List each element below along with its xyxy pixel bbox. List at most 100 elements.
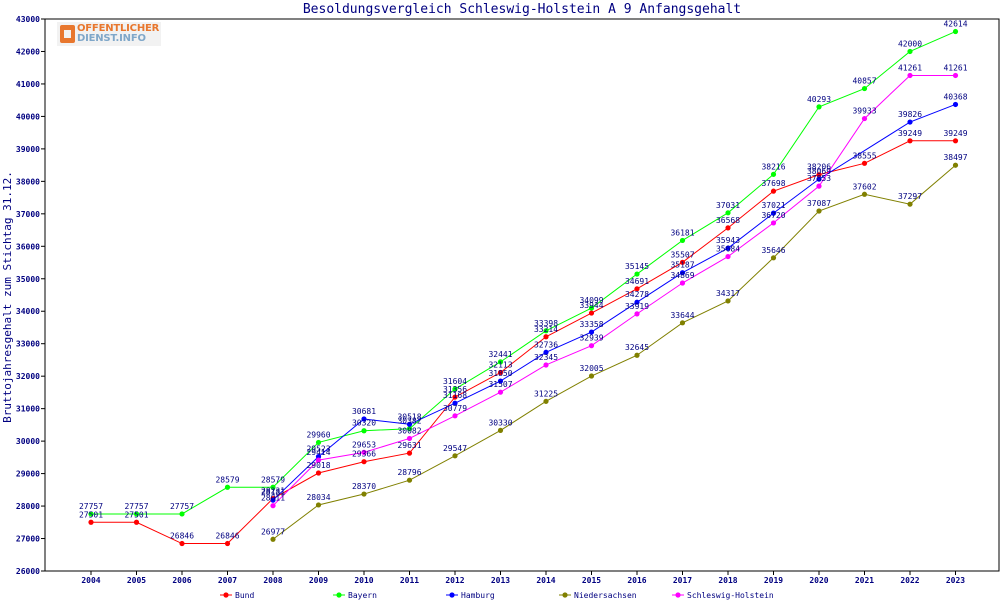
legend-label-bund: Bund (235, 591, 254, 600)
point-niedersachsen (634, 352, 640, 358)
data-label-hamburg: 32736 (534, 340, 558, 349)
data-label-hamburg: 31850 (488, 369, 512, 378)
point-niedersachsen (452, 453, 458, 459)
point-bayern (634, 271, 640, 277)
point-hamburg (406, 421, 413, 427)
point-bayern (543, 328, 549, 334)
point-bund (725, 225, 731, 231)
legend-marker-schleswig-holstein (675, 592, 681, 598)
data-label-niedersachsen: 30330 (488, 418, 512, 427)
y-tick-label: 28000 (16, 502, 40, 511)
point-hamburg (725, 245, 731, 251)
data-label-hamburg: 31168 (443, 391, 467, 400)
point-bund (816, 172, 822, 178)
point-niedersachsen (588, 373, 595, 379)
point-bayern (315, 439, 322, 446)
data-label-bayern: 38216 (761, 162, 785, 171)
point-niedersachsen (679, 320, 686, 326)
data-label-schleswig-holstein: 37853 (807, 174, 831, 183)
point-niedersachsen (861, 191, 868, 197)
point-bayern (861, 85, 868, 92)
point-niedersachsen (907, 201, 913, 207)
x-tick-label: 2014 (536, 576, 555, 585)
point-bund (133, 519, 140, 525)
data-label-hamburg: 34278 (625, 290, 649, 299)
data-label-schleswig-holstein: 30779 (443, 404, 467, 413)
point-niedersachsen (497, 427, 504, 434)
point-hamburg (679, 270, 686, 276)
data-label-hamburg: 33358 (579, 320, 603, 329)
point-schleswig-holstein (270, 503, 276, 509)
data-label-niedersachsen: 37087 (807, 199, 831, 208)
data-label-niedersachsen: 38497 (943, 153, 967, 162)
point-bayern (179, 511, 185, 517)
plot-frame (44, 18, 1000, 572)
data-label-bayern: 28579 (215, 475, 239, 484)
data-label-bund: 29631 (397, 441, 421, 450)
data-label-niedersachsen: 28034 (306, 493, 330, 502)
point-bayern (679, 237, 686, 244)
data-label-niedersachsen: 29547 (443, 444, 467, 453)
point-niedersachsen (816, 208, 822, 214)
point-schleswig-holstein (588, 343, 595, 349)
point-niedersachsen (952, 162, 959, 168)
data-label-bund: 27501 (79, 510, 103, 519)
point-bayern (770, 171, 777, 177)
logo-line-2: DIENST.INFO (77, 33, 146, 44)
point-hamburg (543, 349, 549, 355)
point-schleswig-holstein (315, 457, 322, 463)
data-label-hamburg: 37021 (761, 201, 785, 210)
point-hamburg (361, 416, 367, 422)
data-label-bayern: 37031 (716, 201, 740, 210)
data-label-bund: 26846 (215, 532, 239, 541)
x-tick-label: 2019 (764, 576, 783, 585)
data-label-bund: 29018 (306, 461, 330, 470)
point-hamburg (270, 497, 276, 503)
chart-title: Besoldungsvergleich Schleswig-Holstein A… (303, 2, 741, 17)
data-label-bund: 39249 (943, 129, 967, 138)
point-bund (179, 540, 185, 547)
data-label-hamburg: 35187 (670, 261, 694, 270)
point-hamburg (952, 101, 959, 108)
data-label-niedersachsen: 32005 (579, 364, 603, 373)
data-label-schleswig-holstein: 41261 (943, 63, 967, 72)
data-label-bund: 38555 (852, 151, 876, 160)
data-label-niedersachsen: 37297 (898, 192, 922, 201)
data-label-bund: 38206 (807, 163, 831, 172)
data-label-hamburg: 28181 (261, 488, 285, 497)
data-label-bayern: 31604 (443, 377, 467, 386)
point-bayern (133, 511, 140, 517)
data-label-schleswig-holstein: 39933 (852, 107, 876, 116)
data-label-niedersachsen: 37602 (852, 182, 876, 191)
x-tick-label: 2011 (400, 576, 419, 585)
x-tick-label: 2018 (718, 576, 737, 585)
point-bayern (88, 511, 94, 517)
data-label-niedersachsen: 33644 (670, 311, 694, 320)
data-label-bayern: 36181 (670, 228, 694, 237)
data-label-bayern: 27757 (79, 502, 103, 511)
point-bayern (588, 305, 595, 311)
point-bund (952, 138, 959, 144)
point-bayern (497, 359, 504, 365)
x-tick-label: 2008 (263, 576, 282, 585)
data-label-bayern: 33398 (534, 319, 558, 328)
data-label-schleswig-holstein: 41261 (898, 63, 922, 72)
point-schleswig-holstein (634, 311, 640, 317)
point-bayern (952, 28, 959, 35)
point-niedersachsen (315, 502, 322, 508)
data-label-bund: 31356 (443, 385, 467, 394)
data-label-niedersachsen: 28370 (352, 482, 376, 491)
data-label-schleswig-holstein: 35684 (716, 245, 740, 254)
point-bund (406, 450, 413, 456)
y-tick-label: 41000 (16, 80, 40, 89)
point-bund (770, 188, 777, 194)
point-niedersachsen (725, 298, 731, 304)
series-line-niedersachsen (272, 164, 956, 540)
x-tick-label: 2006 (172, 576, 191, 585)
point-hamburg (452, 400, 458, 406)
x-tick-label: 2013 (491, 576, 510, 585)
data-label-bayern: 42614 (943, 20, 967, 29)
point-bund (543, 334, 549, 340)
point-bund (588, 310, 595, 316)
logo-line-1: OFFENTLICHER (77, 23, 160, 34)
